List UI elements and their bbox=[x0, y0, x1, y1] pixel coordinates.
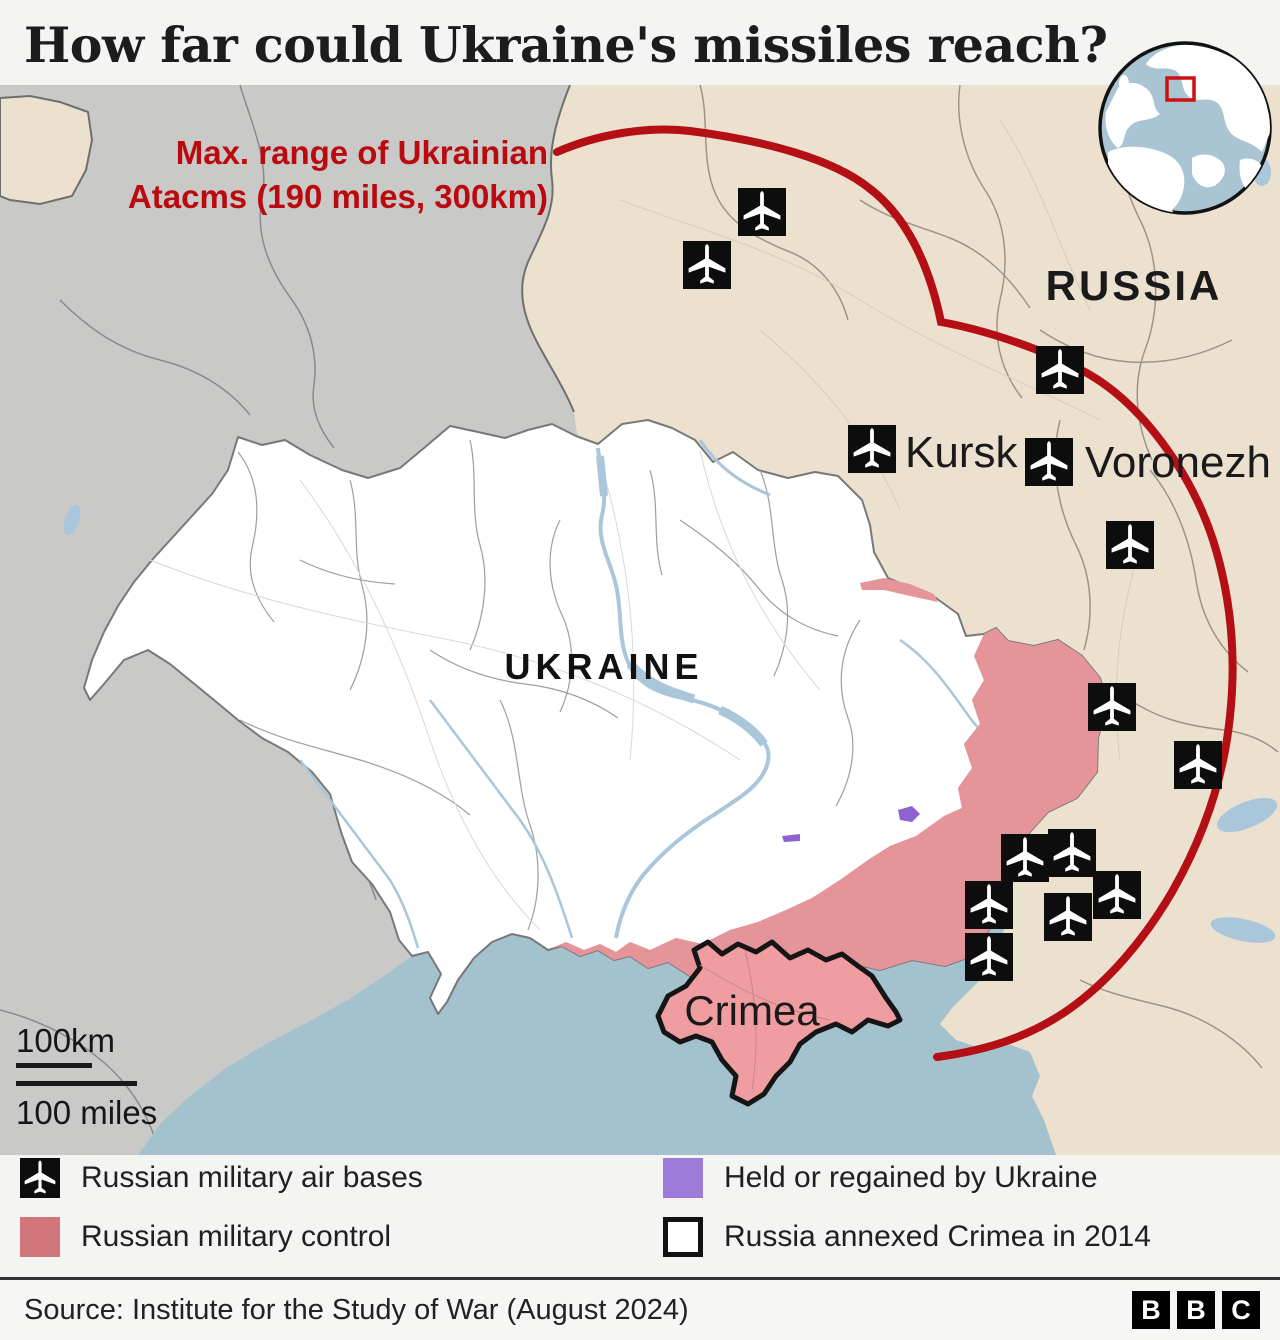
legend-label: Held or regained by Ukraine bbox=[724, 1161, 1098, 1194]
bbc-logo-block: B bbox=[1132, 1291, 1170, 1329]
airbase-plane-icon bbox=[1036, 346, 1084, 394]
crimea-roads bbox=[699, 949, 831, 1091]
scale-bar: 100km 100 miles bbox=[16, 1022, 157, 1131]
globe-highlight-box bbox=[1165, 76, 1196, 102]
held-by-ukraine-patch-2 bbox=[782, 834, 800, 842]
bbc-logo-block: C bbox=[1222, 1291, 1260, 1329]
airbase-plane-icon bbox=[965, 933, 1013, 981]
airbase-plane-icon bbox=[1001, 834, 1049, 882]
purple-swatch bbox=[663, 1158, 703, 1198]
land-patch-topleft bbox=[0, 94, 94, 206]
airbase-plane-icon bbox=[1106, 521, 1154, 569]
airbase-plane-icon bbox=[848, 425, 896, 473]
airbase-plane-icon bbox=[1093, 871, 1141, 919]
plane-icon bbox=[20, 1158, 60, 1198]
source-bar: Source: Institute for the Study of War (… bbox=[0, 1277, 1280, 1340]
legend-item-airbases: Russian military air bases bbox=[20, 1156, 423, 1200]
airbase-plane-icon bbox=[683, 241, 731, 289]
black-sea bbox=[138, 902, 1056, 1155]
scale-km-label: 100km bbox=[16, 1022, 115, 1059]
airbase-plane-icon bbox=[1174, 741, 1222, 789]
held-by-ukraine-patch bbox=[898, 806, 920, 822]
range-annotation: Max. range of Ukrainian Atacms (190 mile… bbox=[90, 131, 548, 218]
airbase-plane-icon bbox=[1048, 829, 1096, 877]
range-annotation-line1: Max. range of Ukrainian bbox=[175, 134, 548, 171]
legend-label: Russian military control bbox=[81, 1220, 392, 1253]
globe-land bbox=[1105, 45, 1270, 213]
scale-miles-label: 100 miles bbox=[16, 1094, 157, 1131]
globe-inset bbox=[1098, 41, 1272, 215]
page-title: How far could Ukraine's missiles reach? bbox=[24, 16, 1108, 74]
label-crimea: Crimea bbox=[684, 987, 820, 1034]
scale-km-bar bbox=[16, 1063, 92, 1068]
outline-swatch bbox=[663, 1217, 703, 1257]
airbase-plane-icon bbox=[965, 881, 1013, 929]
bbc-logo-block: B bbox=[1177, 1291, 1215, 1329]
scale-miles-bar bbox=[16, 1081, 137, 1086]
russian-control-north-sliver bbox=[860, 578, 938, 602]
range-annotation-line2: Atacms (190 miles, 300km) bbox=[127, 177, 548, 215]
label-voronezh: Voronezh bbox=[1085, 438, 1271, 487]
airbase-plane-icon bbox=[738, 188, 786, 236]
legend-item-control: Russian military control bbox=[20, 1215, 391, 1259]
border-west bbox=[521, 84, 575, 413]
airbase-plane-icon bbox=[1088, 683, 1136, 731]
range-arc bbox=[553, 125, 1237, 1061]
lakes bbox=[63, 158, 1278, 943]
legend-label: Russia annexed Crimea in 2014 bbox=[724, 1220, 1151, 1253]
borders-ukraine bbox=[237, 439, 861, 931]
airbase-plane-icon bbox=[1044, 893, 1092, 941]
pink-swatch bbox=[20, 1217, 60, 1257]
legend-item-held: Held or regained by Ukraine bbox=[663, 1156, 1098, 1200]
roads-ukraine bbox=[149, 449, 821, 931]
source-text: Source: Institute for the Study of War (… bbox=[24, 1293, 689, 1326]
label-kursk: Kursk bbox=[905, 428, 1018, 477]
crimea-shape bbox=[655, 939, 903, 1107]
bbc-logo: B B C bbox=[1132, 1291, 1260, 1329]
airbase-plane-icon bbox=[1025, 438, 1073, 486]
legend-item-crimea: Russia annexed Crimea in 2014 bbox=[663, 1215, 1151, 1259]
legend-label: Russian military air bases bbox=[81, 1161, 423, 1194]
label-ukraine: UKRAINE bbox=[504, 646, 703, 687]
label-russia: RUSSIA bbox=[1046, 262, 1223, 309]
